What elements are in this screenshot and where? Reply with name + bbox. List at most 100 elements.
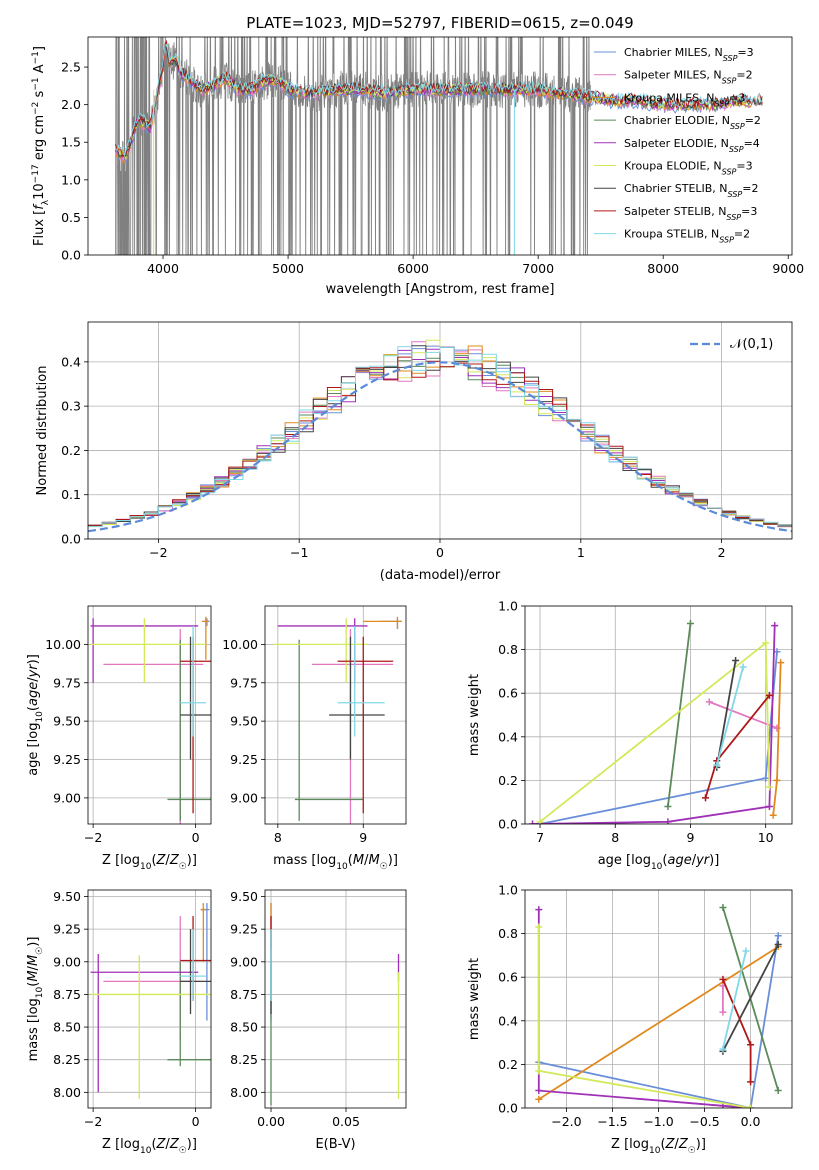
axes-frame [524, 889, 793, 1109]
x-tick-label: −2 [84, 1114, 102, 1129]
label-part: age [ [26, 742, 41, 775]
weight-marker [702, 794, 710, 802]
axes-frame [87, 36, 793, 256]
label-part: log [629, 1137, 649, 1152]
x-axis-label: Z [log10(Z/Z☉)] [102, 1137, 197, 1156]
label-part: ( [662, 853, 667, 868]
legend-sub: SSP [719, 235, 734, 244]
y-tick-label: 9.75 [53, 675, 81, 690]
legend-text: Chabrier MILES, N [624, 46, 723, 59]
x-tick-label: 1 [577, 545, 585, 560]
y-tick-label: 0.8 [498, 642, 518, 657]
y-tick-label: 2.5 [61, 60, 81, 75]
legend-entry: Chabrier MILES, NSSP=3 [624, 46, 754, 63]
weight-marker [719, 975, 727, 983]
legend-entry: Salpeter MILES, NSSP=2 [624, 69, 753, 86]
plot-content [525, 606, 792, 824]
y-tick-label: 9.00 [53, 790, 81, 805]
label-part: ☉ [179, 862, 187, 872]
weight-series [532, 625, 776, 824]
label-part: / [692, 853, 697, 868]
weight-marker [774, 941, 782, 948]
label-part: mass [ [26, 1018, 41, 1061]
label-part: −2 [31, 102, 41, 115]
label-part: ( [151, 1137, 156, 1152]
y-tick-label: 0.0 [61, 248, 81, 263]
y-tick-label: 9.25 [230, 752, 258, 767]
x-tick-label: 10 [758, 830, 774, 845]
legend-sub: SSP [722, 76, 737, 85]
y-tick-label: 0.4 [498, 1013, 518, 1028]
x-tick-label: 0.05 [332, 1114, 360, 1129]
x-axis-label: Z [log10(Z/Z☉)] [102, 853, 197, 872]
errorbar-point [329, 636, 385, 760]
label-part: ( [348, 853, 353, 868]
errorbar-point [167, 961, 211, 1067]
weight-marker [529, 820, 537, 824]
label-part: Z [169, 1137, 180, 1152]
errorbar-point [200, 903, 206, 962]
label-part: 10 [140, 862, 152, 872]
label-part: ☉ [35, 947, 45, 955]
y-tick-label: 8.00 [230, 1085, 258, 1100]
legend-text: =2 [734, 228, 750, 241]
y-tick-label: 9.00 [230, 954, 258, 969]
legend-entry: Kroupa MILES, NSSP=3 [624, 91, 745, 108]
spectrum-data-line [115, 37, 591, 255]
y-tick-label: 9.25 [53, 752, 81, 767]
y-tick-label: 8.75 [230, 987, 258, 1002]
legend-sub: SSP [729, 144, 744, 153]
weight-marker [765, 783, 773, 791]
label-part: M [368, 853, 379, 868]
y-tick-label: 8.50 [53, 1020, 81, 1035]
x-tick-label: 8 [611, 830, 619, 845]
label-part: 10 [140, 1146, 152, 1156]
errorbar-point [201, 616, 209, 660]
plot-area [525, 606, 792, 824]
legend-entry: 𝒩(0,1) [730, 337, 773, 352]
errorbar-point [363, 616, 402, 630]
label-part: / [26, 965, 41, 970]
y-tick-label: 10.00 [222, 637, 258, 652]
y-tick-label: 0.2 [498, 773, 518, 788]
label-part: 10 [35, 711, 45, 723]
grid [525, 890, 792, 1108]
plot-content [88, 606, 211, 824]
label-part: log [26, 998, 41, 1018]
x-tick-label: 0.0 [741, 1114, 761, 1129]
axes-frame [87, 889, 212, 1109]
axes-frame [87, 605, 212, 825]
y-tick-label: 0.4 [61, 354, 81, 369]
y-tick-label: 0.0 [498, 817, 518, 832]
weight-marker [747, 1104, 755, 1108]
x-tick-label: −1 [290, 545, 308, 560]
axes-frame [264, 889, 407, 1109]
x-axis-label: age [log10(age/yr)] [598, 853, 720, 872]
axes-frame [524, 605, 793, 825]
weight-marker [774, 1087, 782, 1095]
label-part: / [364, 853, 369, 868]
label-part: f [32, 203, 47, 210]
y-tick-label: 8.25 [230, 1052, 258, 1067]
label-part: Z [169, 853, 180, 868]
weight-series [715, 666, 744, 766]
label-part: −1 [31, 51, 41, 64]
label-part: )] [709, 853, 719, 868]
data-layer [90, 616, 211, 824]
label-part: ( [151, 853, 156, 868]
legend-sub: SSP [728, 190, 743, 199]
x-tick-label: 9 [359, 830, 367, 845]
errorbar-point [90, 953, 199, 1093]
x-axis-label: Z [log10(Z/Z☉)] [611, 1137, 706, 1156]
x-axis-label: (data-model)/error [380, 568, 501, 583]
label-part: log [120, 853, 140, 868]
label-part: )] [26, 654, 41, 664]
x-tick-label: 9 [686, 830, 694, 845]
y-tick-label: 2.0 [61, 97, 81, 112]
axes-frame [87, 321, 793, 540]
legend-sub: SSP [722, 167, 737, 176]
label-part: log [26, 723, 41, 743]
weight-marker [719, 1008, 727, 1016]
label-part: M [353, 853, 364, 868]
